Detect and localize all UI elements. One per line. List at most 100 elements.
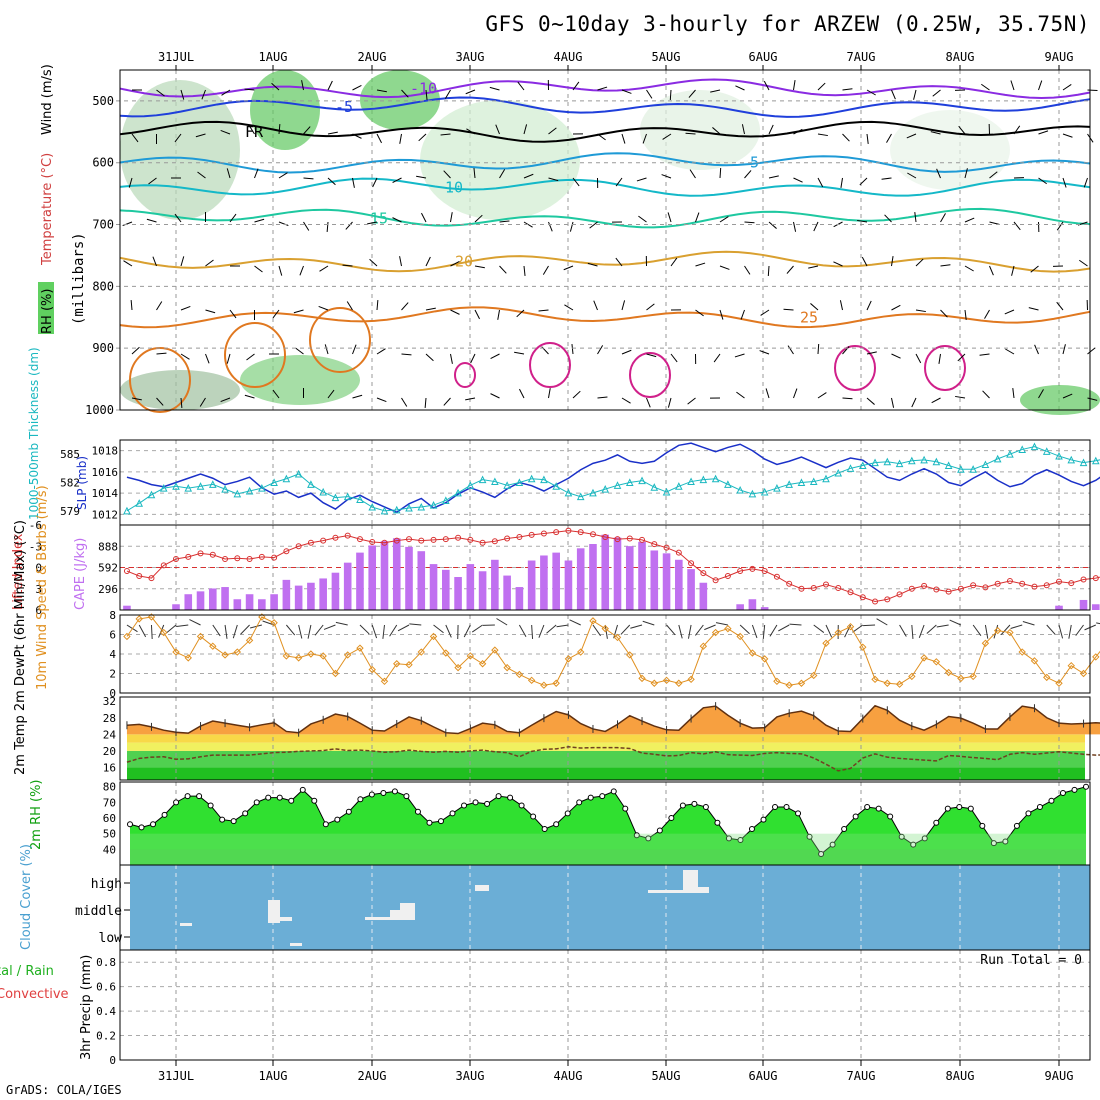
cape-bar xyxy=(527,560,536,610)
thickness-point xyxy=(809,477,818,486)
wind-speed-point xyxy=(368,665,376,674)
wind-barb xyxy=(793,388,798,399)
wind-barb xyxy=(205,259,214,267)
wind-barb xyxy=(667,212,672,223)
wind-speed-point xyxy=(466,652,475,660)
thickness-point xyxy=(552,482,560,490)
wind-barb xyxy=(489,86,500,91)
wind-barb xyxy=(938,353,941,364)
li-point xyxy=(896,591,903,598)
wind-tick-label: 8 xyxy=(109,609,116,622)
wind-speed-point xyxy=(515,670,524,679)
thickness-point xyxy=(846,464,855,472)
wind-speed-point xyxy=(184,654,192,662)
li-point xyxy=(639,536,646,543)
rh-point xyxy=(887,813,894,820)
thickness-point xyxy=(1079,458,1088,467)
wind-barb xyxy=(642,133,647,144)
li-point xyxy=(344,532,351,539)
wind-barb xyxy=(346,301,353,311)
thickness-point xyxy=(932,457,941,466)
wind-barb-10m xyxy=(569,619,581,626)
wind-speed-point xyxy=(613,633,622,642)
wind-barb xyxy=(669,89,672,101)
wind-barb xyxy=(741,124,745,135)
wind-speed-point xyxy=(785,681,793,689)
li-point xyxy=(246,556,253,562)
rh-point xyxy=(173,799,180,806)
rh-point xyxy=(161,811,168,818)
li-point xyxy=(295,543,302,550)
wind-barb-10m xyxy=(1046,624,1056,635)
wind-barb xyxy=(685,132,696,135)
wind-barb xyxy=(376,299,379,311)
wind-speed-point xyxy=(797,679,806,687)
wind-barb xyxy=(197,171,206,179)
wind-barb xyxy=(783,308,794,311)
li-point xyxy=(136,573,143,579)
wind-barb xyxy=(301,80,304,91)
wind-barb xyxy=(1079,259,1088,267)
li-point xyxy=(491,538,498,545)
wind-barb-10m xyxy=(863,624,876,627)
wind-barb xyxy=(884,214,892,223)
wind-speed-point xyxy=(957,674,965,683)
wind-speed-point xyxy=(319,652,327,660)
wind-barb xyxy=(712,127,721,135)
magenta-contour xyxy=(529,342,571,388)
orange-contour xyxy=(309,307,371,373)
wind-barb-10m xyxy=(813,624,825,633)
wind-barb-10m xyxy=(189,619,201,626)
wind-speed-point xyxy=(160,628,168,637)
wind-speed-point xyxy=(245,636,254,645)
wind-barb-10m xyxy=(949,619,962,626)
wind-barb xyxy=(272,389,280,399)
orange-contour xyxy=(224,322,286,388)
wind-speed-point xyxy=(736,632,744,641)
rh-shading xyxy=(890,110,1010,190)
slp-tick-label: 1014 xyxy=(92,487,119,500)
thickness-point xyxy=(245,486,254,495)
wind-barb xyxy=(376,133,382,144)
thickness-point xyxy=(699,475,708,484)
li-point xyxy=(724,573,731,579)
li-point xyxy=(565,527,572,534)
precip-tick-label: 0.8 xyxy=(96,956,116,969)
isotherm-7 xyxy=(119,306,1091,329)
wind-barb xyxy=(914,212,917,223)
wind-speed-point xyxy=(1067,661,1075,670)
rh-point xyxy=(242,810,249,817)
wind-barb xyxy=(955,395,966,399)
convective-legend-label: Convective xyxy=(0,987,69,1002)
wind-barb xyxy=(514,351,525,355)
isotherm-5 xyxy=(119,207,1091,229)
wind-barb xyxy=(786,265,794,274)
wind-speed-point xyxy=(577,648,585,656)
wind-barb xyxy=(401,353,412,356)
temp-band xyxy=(127,742,1085,751)
wind-barb xyxy=(401,302,409,311)
thickness-point xyxy=(1030,442,1039,451)
cape-bar xyxy=(196,591,205,610)
thickness-point xyxy=(466,481,475,489)
wind-barb xyxy=(857,219,868,223)
wind-barb xyxy=(734,353,745,358)
wind-barb xyxy=(615,257,623,267)
wind-barb-10m xyxy=(323,624,336,630)
cape-tick-label: 888 xyxy=(98,540,118,553)
thickness-point xyxy=(540,475,548,484)
wind-barb xyxy=(621,397,631,404)
wind-barb-10m xyxy=(715,622,728,626)
rh-point xyxy=(299,786,306,793)
thickness-point xyxy=(307,480,315,488)
wind-barb xyxy=(499,169,506,179)
rh-point xyxy=(334,816,341,823)
cape-bar xyxy=(564,560,573,610)
cloud-bar xyxy=(475,885,489,891)
wind-barb xyxy=(817,177,824,188)
wind-barb xyxy=(1038,177,1047,185)
li-point xyxy=(418,537,425,544)
date-label-top: 4AUG xyxy=(554,50,583,64)
panel-frame xyxy=(119,524,1091,611)
cape-bar xyxy=(613,537,622,610)
